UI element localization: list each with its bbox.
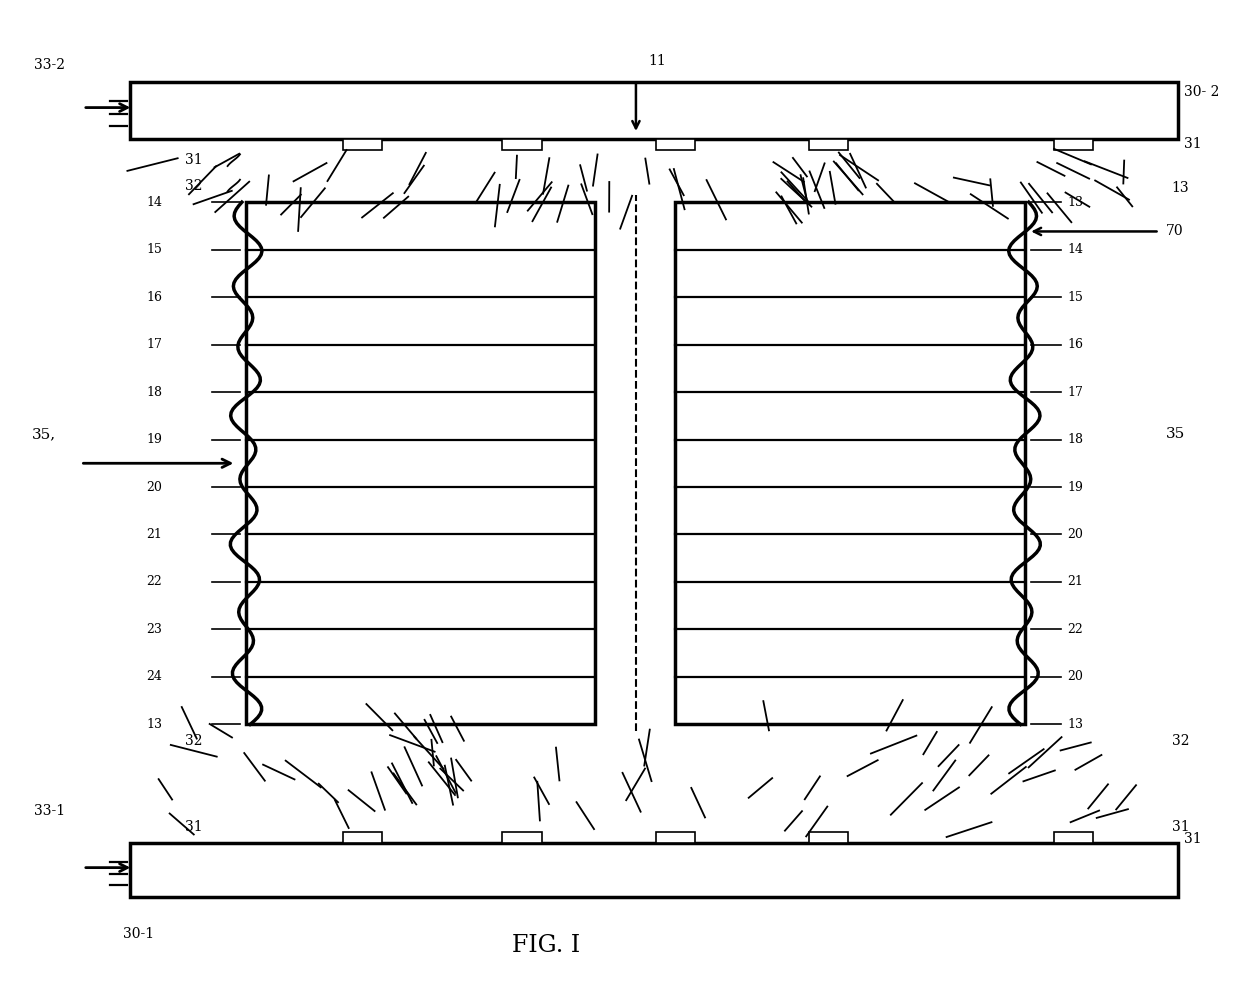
Text: 22: 22 <box>1068 623 1084 636</box>
Bar <box>808 832 848 843</box>
Text: 32: 32 <box>185 178 202 193</box>
Text: 31: 31 <box>1172 820 1189 834</box>
Text: 32: 32 <box>185 734 202 748</box>
Text: 32: 32 <box>1172 734 1189 748</box>
Text: 23: 23 <box>146 623 162 636</box>
Bar <box>129 82 1178 139</box>
Text: 14: 14 <box>146 196 162 209</box>
Bar <box>502 832 542 843</box>
Bar <box>1054 832 1094 843</box>
Text: 31: 31 <box>1184 137 1202 150</box>
Text: 16: 16 <box>1068 339 1084 351</box>
Text: 30-1: 30-1 <box>124 928 155 941</box>
Text: 18: 18 <box>146 385 162 399</box>
Bar <box>808 139 848 150</box>
Bar <box>675 202 1024 725</box>
Text: 17: 17 <box>146 339 162 351</box>
Text: 13: 13 <box>146 718 162 731</box>
Bar <box>129 843 1178 897</box>
Bar <box>656 139 694 150</box>
Text: 22: 22 <box>146 575 162 588</box>
Text: 21: 21 <box>146 528 162 541</box>
Text: 18: 18 <box>1068 433 1084 446</box>
Text: 20: 20 <box>1068 670 1084 683</box>
Text: 16: 16 <box>146 291 162 304</box>
Text: 21: 21 <box>1068 575 1084 588</box>
Text: 24: 24 <box>146 670 162 683</box>
Text: 20: 20 <box>1068 528 1084 541</box>
Text: 17: 17 <box>1068 385 1084 399</box>
Bar <box>656 832 694 843</box>
Bar <box>343 832 382 843</box>
Text: 19: 19 <box>1068 480 1084 493</box>
Text: 31: 31 <box>185 153 202 167</box>
Text: 13: 13 <box>1172 180 1189 194</box>
Text: 20: 20 <box>146 480 162 493</box>
Text: 11: 11 <box>649 53 666 67</box>
Text: 15: 15 <box>146 244 162 256</box>
Text: 33-2: 33-2 <box>33 57 64 71</box>
Text: 13: 13 <box>1068 196 1084 209</box>
Text: 14: 14 <box>1068 244 1084 256</box>
Bar <box>246 202 595 725</box>
Text: 19: 19 <box>146 433 162 446</box>
Text: 30- 2: 30- 2 <box>1184 85 1219 99</box>
Text: 35: 35 <box>1166 427 1185 441</box>
Text: 35,: 35, <box>31 427 56 441</box>
Text: 31: 31 <box>185 820 202 834</box>
Bar <box>343 139 382 150</box>
Bar <box>502 139 542 150</box>
Text: 70: 70 <box>1166 225 1183 239</box>
Bar <box>1054 139 1094 150</box>
Text: 13: 13 <box>1068 718 1084 731</box>
Text: 15: 15 <box>1068 291 1084 304</box>
Text: FIG. I: FIG. I <box>512 935 580 957</box>
Text: 31: 31 <box>1184 832 1202 845</box>
Text: 33-1: 33-1 <box>33 804 64 819</box>
